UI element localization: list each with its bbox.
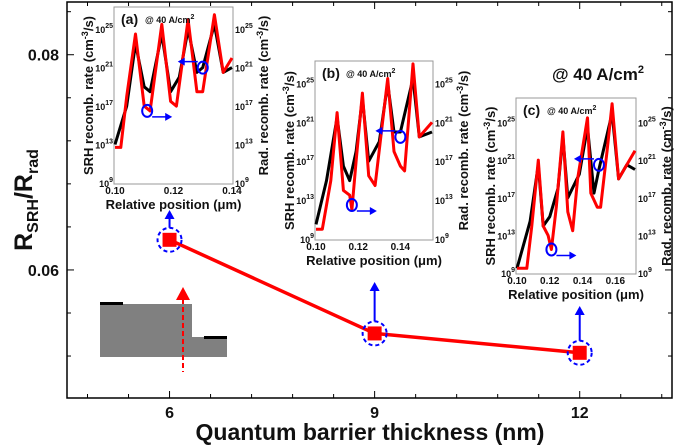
axis-indicator-circle — [345, 197, 358, 212]
inset-y-tick-label-left: 1025 — [296, 77, 314, 89]
series-line — [115, 13, 234, 149]
inset-y-tick-label-left: 1025 — [95, 23, 113, 35]
data-point — [162, 232, 177, 247]
inset-y-axis-label-right: Rad. recomb. rate (cm-3/s) — [255, 16, 271, 176]
inset-x-tick-label: 0.14 — [222, 186, 242, 197]
axis-indicator-circle — [592, 157, 605, 172]
inset-y-tick-label-left: 1021 — [497, 154, 515, 166]
inset-y-tick-label-left: 1017 — [296, 155, 314, 167]
inset-x-tick-label: 0.12 — [348, 242, 368, 253]
inset-current-note: @ 40 A/cm2 — [145, 14, 194, 25]
inset-y-tick-label-right: 1013 — [638, 229, 656, 241]
main-plot: 6 9 12 0.06 0.08 — [28, 1, 673, 422]
inset-y-axis-label-right: Rad. recomb. rate (cm-3/s) — [455, 71, 471, 231]
insets: 109 109 1013 1013 1017 1017 1021 1021 1025 1025 0.… — [80, 6, 674, 302]
position-marker-arrow-icon — [176, 287, 190, 300]
axis-indicator-circle — [545, 242, 558, 257]
current-density-annotation: @ 40 A/cm2 — [552, 64, 644, 84]
inset-x-tick-label: 0.10 — [105, 186, 125, 197]
inset-y-tick-label-left: 109 — [501, 267, 515, 279]
inset-panel-label: (c) — [523, 102, 540, 118]
inset-y-tick-label-left: 109 — [300, 233, 314, 245]
inset-y-tick-label-right: 109 — [235, 177, 249, 189]
band-diagram-schematic — [100, 287, 227, 372]
inset-a: 109 109 1013 1013 1017 1017 1021 1021 1025 1025 0.… — [80, 6, 271, 212]
y-tick-label: 0.06 — [28, 263, 59, 280]
inset-c: 109 109 1013 1013 1017 1017 1021 1021 1025 1025 0.… — [482, 97, 674, 302]
axis-indicator-arrow-icon — [569, 251, 577, 260]
inset-current-note: @ 40 A/cm2 — [346, 68, 395, 79]
link-arrow-icon — [369, 282, 380, 291]
inset-y-tick-label-left: 1017 — [497, 192, 515, 204]
energy-level-left — [100, 302, 123, 305]
inset-x-tick-label: 0.14 — [573, 276, 593, 287]
axis-indicator-arrow-icon — [573, 154, 581, 163]
inset-y-axis-label-left: SRH recomb. rate (cm-3/s) — [80, 16, 96, 175]
inset-x-tick-label: 0.12 — [164, 186, 184, 197]
inset-y-tick-label-right: 1021 — [435, 116, 453, 128]
inset-y-axis-label-left: SRH recomb. rate (cm-3/s) — [281, 71, 297, 230]
x-axis-label: Quantum barrier thickness (nm) — [196, 419, 545, 445]
inset-x-tick-label: 0.14 — [391, 242, 411, 253]
inset-y-tick-label-right: 1013 — [435, 194, 453, 206]
inset-x-tick-label: 0.10 — [507, 276, 527, 287]
inset-y-tick-label-left: 1021 — [296, 116, 314, 128]
axis-indicator-circle — [196, 60, 209, 75]
inset-y-tick-label-right: 109 — [638, 267, 652, 279]
inset-y-axis-label-right: Rad. recomb. rate (cm-3/s) — [658, 106, 674, 266]
inset-panel-label: (b) — [322, 65, 340, 81]
x-tick-label: 9 — [370, 405, 379, 422]
inset-y-tick-label-left: 1013 — [296, 194, 314, 206]
inset-x-tick-label: 0.12 — [540, 276, 560, 287]
inset-x-axis-label: Relative position (μm) — [508, 287, 644, 302]
axis-indicator-arrow-icon — [369, 206, 377, 215]
link-arrow-icon — [574, 306, 585, 315]
inset-y-tick-label-left: 1013 — [497, 229, 515, 241]
inset-y-tick-label-right: 1017 — [435, 155, 453, 167]
inset-x-axis-label: Relative position (μm) — [306, 253, 442, 268]
inset-x-tick-label: 0.16 — [606, 276, 626, 287]
inset-y-tick-label-right: 1013 — [235, 139, 253, 151]
axis-indicator-arrow-icon — [165, 112, 173, 121]
inset-y-tick-label-right: 1025 — [638, 117, 656, 129]
data-point — [572, 345, 587, 360]
link-arrow-icon — [164, 210, 175, 219]
inset-current-note: @ 40 A/cm2 — [547, 105, 596, 116]
barrier-shape — [100, 304, 227, 357]
inset-y-tick-label-right: 1017 — [638, 192, 656, 204]
inset-y-tick-label-right: 1021 — [235, 62, 253, 74]
axis-indicator-circle — [141, 103, 154, 118]
highlight-circle — [361, 320, 388, 347]
inset-y-tick-label-left: 1013 — [95, 139, 113, 151]
axis-indicator-circle — [394, 129, 407, 144]
energy-level-right — [204, 336, 227, 339]
highlight-circle — [156, 226, 183, 253]
x-tick-label: 6 — [165, 405, 174, 422]
inset-x-tick-label: 0.10 — [306, 242, 326, 253]
highlight-circle — [566, 339, 593, 366]
data-point — [367, 326, 382, 341]
inset-y-tick-label-right: 109 — [435, 233, 449, 245]
plot-frame — [66, 1, 673, 399]
series-line — [517, 102, 637, 270]
inset-panel-label: (a) — [121, 11, 138, 27]
inset-y-tick-label-right: 1017 — [235, 100, 253, 112]
inset-y-tick-label-left: 1025 — [497, 117, 515, 129]
axis-indicator-arrow-icon — [375, 126, 383, 135]
inset-y-axis-label-left: SRH recomb. rate (cm-3/s) — [482, 106, 498, 265]
inset-y-tick-label-left: 1021 — [95, 62, 113, 74]
inset-y-tick-label-right: 1025 — [235, 23, 253, 35]
axis-indicator-arrow-icon — [177, 57, 185, 66]
y-tick-label: 0.08 — [28, 48, 59, 65]
x-tick-label: 12 — [571, 405, 589, 422]
y-axis-label: RSRH/Rrad — [10, 149, 42, 251]
inset-y-tick-label-left: 109 — [99, 177, 113, 189]
inset-y-tick-label-left: 1017 — [95, 100, 113, 112]
inset-y-tick-label-right: 1021 — [638, 154, 656, 166]
inset-b: 109 109 1013 1013 1017 1017 1021 1021 1025 1025 0.… — [281, 60, 471, 268]
inset-y-tick-label-right: 1025 — [435, 77, 453, 89]
series-line — [316, 62, 434, 231]
inset-x-axis-label: Relative position (μm) — [106, 197, 242, 212]
